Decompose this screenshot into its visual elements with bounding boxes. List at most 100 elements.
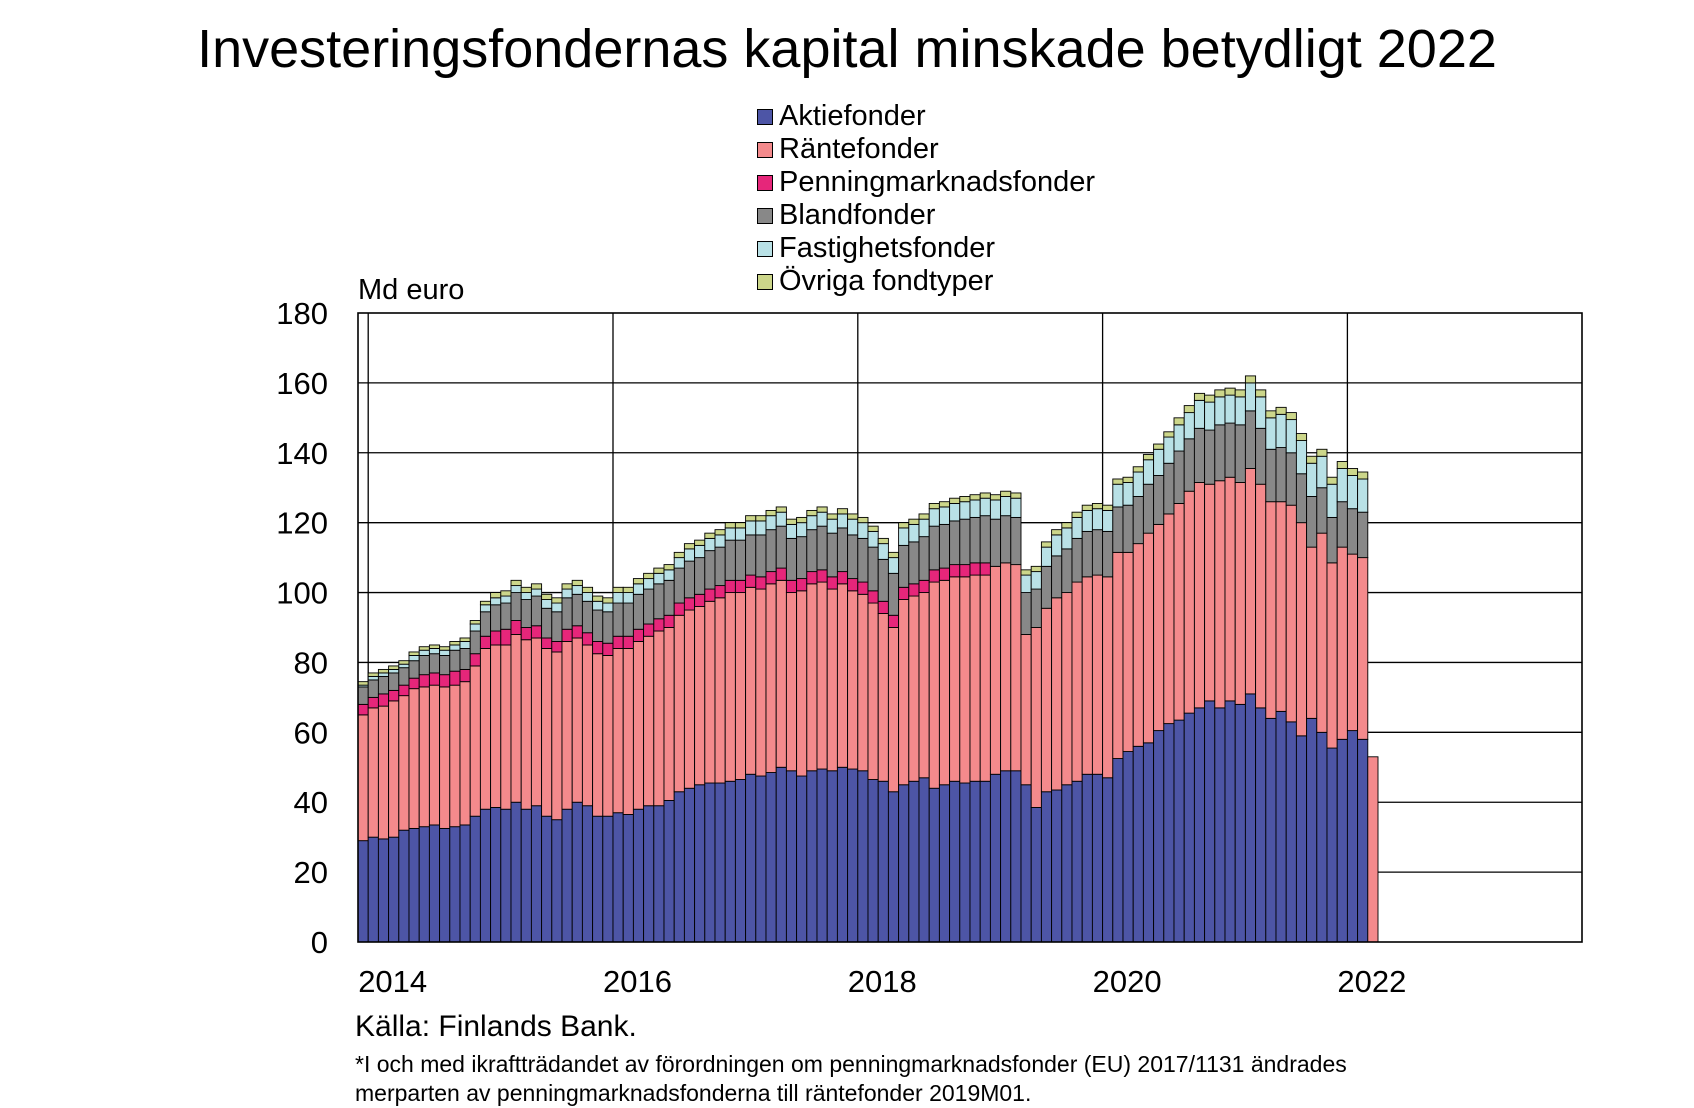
legend-item-ovriga-fondtyper: Övriga fondtyper [757,265,1095,298]
bar-segment-6 [418,646,430,651]
legend-item-blandfonder: Blandfonder [757,199,1095,232]
bar-segment-2 [459,681,471,826]
bar-segment-2 [1112,551,1124,759]
bar-segment-3 [765,571,777,585]
bar-segment-4 [510,592,522,621]
bar-segment-5 [1346,475,1359,510]
bar-segment-2 [683,609,696,789]
bar-segment-4 [428,653,441,674]
bar-segment-5 [561,588,573,599]
bar-segment-1 [724,780,736,943]
bar-segment-5 [520,592,532,600]
bar-segment-5 [1204,401,1216,431]
bar-segment-1 [561,808,573,943]
bar-segment-2 [1142,532,1155,744]
bar-segment-6 [989,494,1002,501]
bar-segment-2 [673,614,685,793]
bar-segment-5 [683,548,696,562]
bar-segment-5 [1163,436,1175,464]
bar-segment-2 [694,606,706,786]
bar-segment-1 [408,827,420,943]
bar-segment-1 [969,780,981,943]
bar-segment-6 [643,572,655,580]
bar-segment-3 [530,625,543,639]
bar-segment-1 [979,780,991,943]
bar-segment-4 [663,579,675,616]
bar-segment-3 [469,653,481,667]
bar-segment-2 [1306,546,1318,719]
bar-segment-2 [989,565,1002,775]
bar-segment-1 [1081,773,1093,943]
bar-segment-6 [1020,569,1032,576]
bar-segment-2 [408,688,420,829]
bar-segment-3 [571,625,583,639]
bar-segment-5 [765,515,777,531]
source-note: Källa: Finlands Bank. [355,1010,637,1043]
bar-segment-4 [765,529,777,573]
bar-segment-5 [602,602,614,613]
bar-segment-3 [449,670,461,686]
bar-segment-1 [1010,770,1022,943]
bar-segment-3 [683,597,696,611]
bar-segment-1 [826,770,838,943]
bar-segment-5 [530,588,543,597]
bar-segment-1 [1285,721,1297,943]
bar-segment-5 [979,497,991,517]
bar-segment-1 [867,779,879,943]
bar-segment-5 [1326,483,1338,518]
bar-segment-4 [898,544,910,588]
bar-segment-6 [959,496,971,503]
bar-segment-5 [1000,496,1012,517]
bar-segment-4 [847,534,859,580]
bar-segment-2 [490,644,502,808]
bar-segment-5 [1224,394,1236,424]
bar-segment-6 [826,513,838,520]
x-tick-label: 2014 [358,964,427,999]
bar-segment-4 [1122,504,1134,553]
bar-segment-1 [887,791,900,943]
y-tick-label: 40 [294,785,328,820]
bar-segment-1 [796,775,808,943]
bar-segment-3 [520,627,532,641]
bar-segment-3 [877,600,889,614]
bar-segment-2 [765,583,777,773]
legend-swatch-rantefonder [757,141,773,158]
bar-segment-4 [806,529,818,573]
bar-segment-2 [632,641,645,810]
bar-segment-4 [1275,447,1287,503]
bar-segment-6 [1030,565,1042,573]
bar-segment-2 [1071,581,1083,782]
bar-segment-6 [1040,541,1053,548]
bar-segment-3 [602,642,614,656]
bar-segment-1 [1255,707,1267,943]
bar-segment-4 [1316,487,1328,534]
bar-segment-4 [745,534,757,576]
bar-segment-2 [959,576,971,784]
bar-segment-5 [1295,440,1308,475]
bar-segment-1 [1336,738,1348,943]
bar-segment-6 [408,651,420,656]
bar-segment-2 [908,595,920,782]
bar-segment-4 [408,660,420,679]
bar-segment-5 [510,585,522,594]
bar-segment-5 [479,604,492,613]
bar-segment-2 [1326,562,1338,749]
bar-segment-1 [714,782,726,943]
bar-segment-6 [1051,529,1063,536]
bar-segment-5 [969,499,981,518]
footnote-line-1: *I och med ikraftträdandet av förordning… [355,1051,1347,1077]
bar-segment-5 [714,534,726,548]
bar-segment-5 [632,583,645,595]
bar-segment-4 [1081,530,1093,578]
bar-segment-4 [1051,555,1063,599]
bar-segment-2 [357,714,369,842]
bar-segment-5 [694,544,706,559]
bar-segment-6 [551,597,563,604]
bar-segment-6 [500,590,512,597]
bar-segment-2 [714,597,726,784]
bar-segment-1 [1091,773,1104,943]
bar-segment-2 [1367,756,1379,943]
bar-segment-5 [377,672,390,677]
bar-segment-5 [847,518,859,536]
bar-segment-4 [622,602,634,637]
